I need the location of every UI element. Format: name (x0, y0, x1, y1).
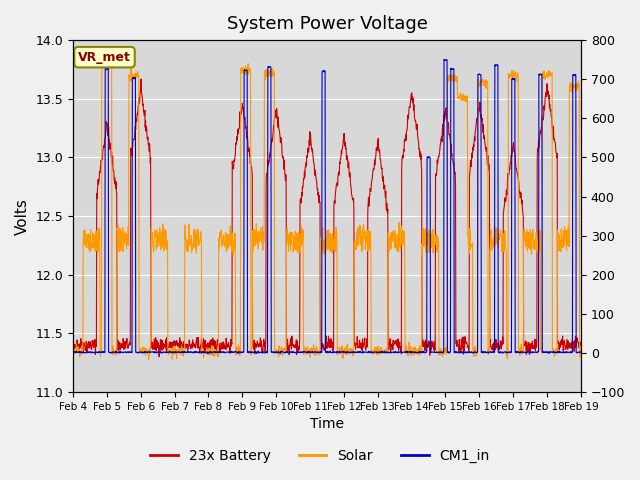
X-axis label: Time: Time (310, 418, 344, 432)
Title: System Power Voltage: System Power Voltage (227, 15, 428, 33)
Text: VR_met: VR_met (78, 51, 131, 64)
Legend: 23x Battery, Solar, CM1_in: 23x Battery, Solar, CM1_in (145, 443, 495, 468)
Y-axis label: Volts: Volts (15, 198, 30, 235)
